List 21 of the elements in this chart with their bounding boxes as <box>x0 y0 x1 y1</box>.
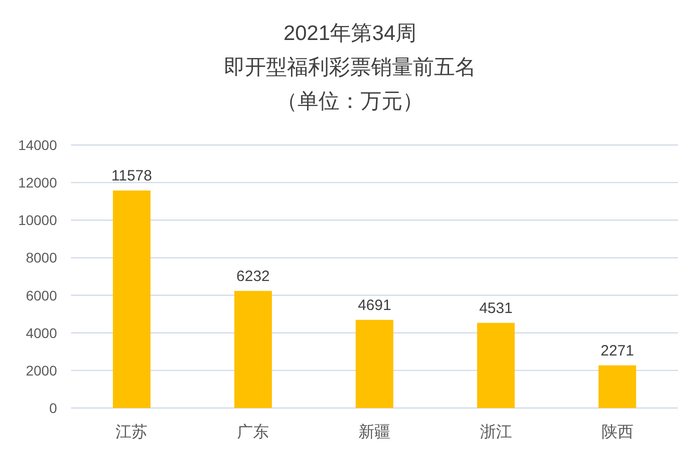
data-label: 6232 <box>236 268 270 285</box>
ytick: 10000 <box>18 212 57 228</box>
ytick: 8000 <box>26 250 57 266</box>
data-label: 4691 <box>358 296 392 314</box>
ytick: 4000 <box>26 324 57 341</box>
xtick: 陕西 <box>601 424 634 441</box>
xtick: 浙江 <box>480 424 512 441</box>
xtick: 江苏 <box>116 424 148 441</box>
xtick: 新疆 <box>358 424 390 441</box>
ytick: 12000 <box>18 174 57 191</box>
xtick: 广东 <box>237 424 270 441</box>
ytick: 2000 <box>26 362 57 378</box>
annotation: （单位：万元） <box>276 90 424 113</box>
ytick: 6000 <box>26 287 57 304</box>
subtitle: 即开型福利彩票销量前五名 <box>224 56 476 79</box>
data-label: 11578 <box>111 168 152 184</box>
title: 2021年第34周 <box>283 22 417 45</box>
ytick: 0 <box>49 400 57 416</box>
ytick: 14000 <box>18 137 57 153</box>
data-label: 4531 <box>479 300 513 317</box>
data-label: 2271 <box>600 342 634 360</box>
